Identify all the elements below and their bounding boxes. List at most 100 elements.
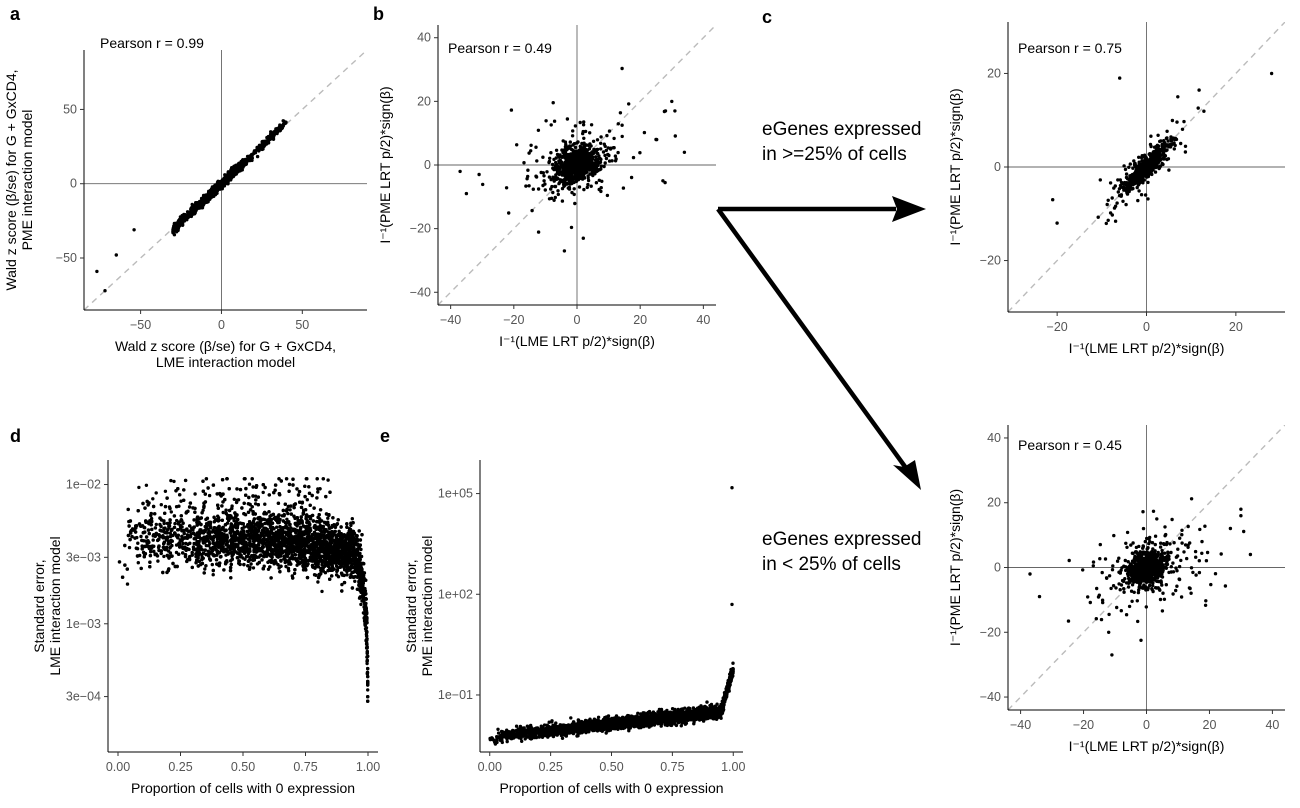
data-point (1175, 120, 1179, 124)
data-point (565, 181, 569, 186)
data-point (1144, 573, 1148, 578)
data-point (1157, 587, 1162, 591)
data-point (567, 162, 571, 167)
data-point (594, 155, 598, 159)
data-point (555, 152, 560, 157)
pearson-annotation: Pearson r = 0.45 (1018, 437, 1122, 453)
data-point (194, 209, 198, 213)
data-point (1124, 613, 1129, 617)
data-point (1115, 201, 1119, 205)
data-point (103, 289, 107, 293)
data-point (1161, 151, 1166, 155)
data-point (1197, 88, 1201, 92)
data-point (1131, 186, 1135, 191)
data-point (257, 147, 261, 151)
data-point (1197, 559, 1202, 563)
data-point (284, 120, 288, 124)
data-point (573, 155, 577, 159)
data-point (228, 174, 233, 178)
data-point (571, 129, 575, 133)
data-point (1175, 569, 1179, 573)
pearson-annotation: Pearson r = 0.99 (100, 35, 204, 51)
data-point (613, 154, 618, 158)
data-point (1149, 158, 1154, 162)
y-tick-label: 20 (987, 66, 1001, 80)
data-point (1123, 167, 1128, 172)
data-point (550, 162, 555, 167)
data-point (1239, 514, 1243, 518)
data-point (1128, 162, 1133, 166)
data-point (1124, 581, 1129, 585)
y-tick-label: −40 (980, 690, 1001, 704)
y-axis-title: Wald z score (β/se) for G + GxCD4, (3, 69, 19, 290)
data-point (583, 148, 587, 152)
data-point (1156, 155, 1161, 159)
data-point (541, 155, 545, 159)
data-point (567, 155, 571, 159)
x-axis-title: I⁻¹(LME LRT p/2)*sign(β) (499, 333, 655, 349)
data-point (562, 177, 567, 182)
y-tick-label: −20 (980, 254, 1001, 268)
data-point (1133, 554, 1137, 559)
y-tick-label: −40 (410, 285, 431, 299)
data-point (570, 134, 575, 138)
data-point (171, 230, 175, 234)
data-point (606, 146, 610, 150)
data-point (269, 130, 273, 134)
data-point (1185, 556, 1189, 561)
data-point (567, 168, 572, 172)
x-axis-title: LME interaction model (156, 354, 295, 370)
data-point (670, 99, 674, 104)
x-tick-label: 20 (1203, 718, 1217, 732)
data-point (1140, 154, 1144, 158)
data-point (1186, 524, 1190, 529)
data-point (530, 208, 534, 213)
data-point (1136, 590, 1141, 595)
data-point (236, 163, 240, 167)
data-point (1130, 559, 1135, 563)
data-point (202, 198, 207, 202)
data-point (1136, 619, 1140, 624)
data-point (1110, 653, 1114, 657)
data-point (1182, 119, 1186, 124)
data-point (1125, 567, 1130, 571)
data-point (1119, 193, 1124, 197)
data-point (548, 156, 552, 160)
data-point (547, 160, 551, 165)
data-point (1105, 202, 1109, 207)
data-point (589, 151, 593, 155)
y-tick-label: 50 (63, 102, 77, 116)
data-point (1127, 570, 1131, 574)
data-point (1132, 182, 1136, 186)
data-point (1119, 568, 1123, 572)
data-point (1179, 558, 1183, 563)
data-point (570, 148, 574, 152)
data-point (1160, 551, 1164, 556)
data-point (588, 172, 592, 176)
data-point (1198, 527, 1202, 532)
data-point (1146, 577, 1151, 581)
data-point (1028, 572, 1032, 576)
data-point (1163, 525, 1167, 529)
data-point (562, 170, 566, 175)
data-point (571, 175, 575, 179)
data-point (1088, 600, 1093, 605)
data-point (565, 148, 569, 152)
data-point (1118, 178, 1123, 182)
data-point (1156, 550, 1160, 555)
data-point (1130, 599, 1134, 603)
data-point (1161, 591, 1165, 595)
data-point (554, 173, 558, 177)
data-point (1130, 551, 1135, 555)
data-point (1111, 584, 1116, 588)
data-point (554, 156, 558, 160)
data-point (569, 225, 574, 230)
data-point (553, 195, 557, 200)
data-point (599, 135, 603, 139)
data-point (515, 143, 519, 147)
data-point (1145, 564, 1150, 568)
x-tick-label: −50 (130, 318, 151, 332)
data-point (1168, 542, 1172, 546)
